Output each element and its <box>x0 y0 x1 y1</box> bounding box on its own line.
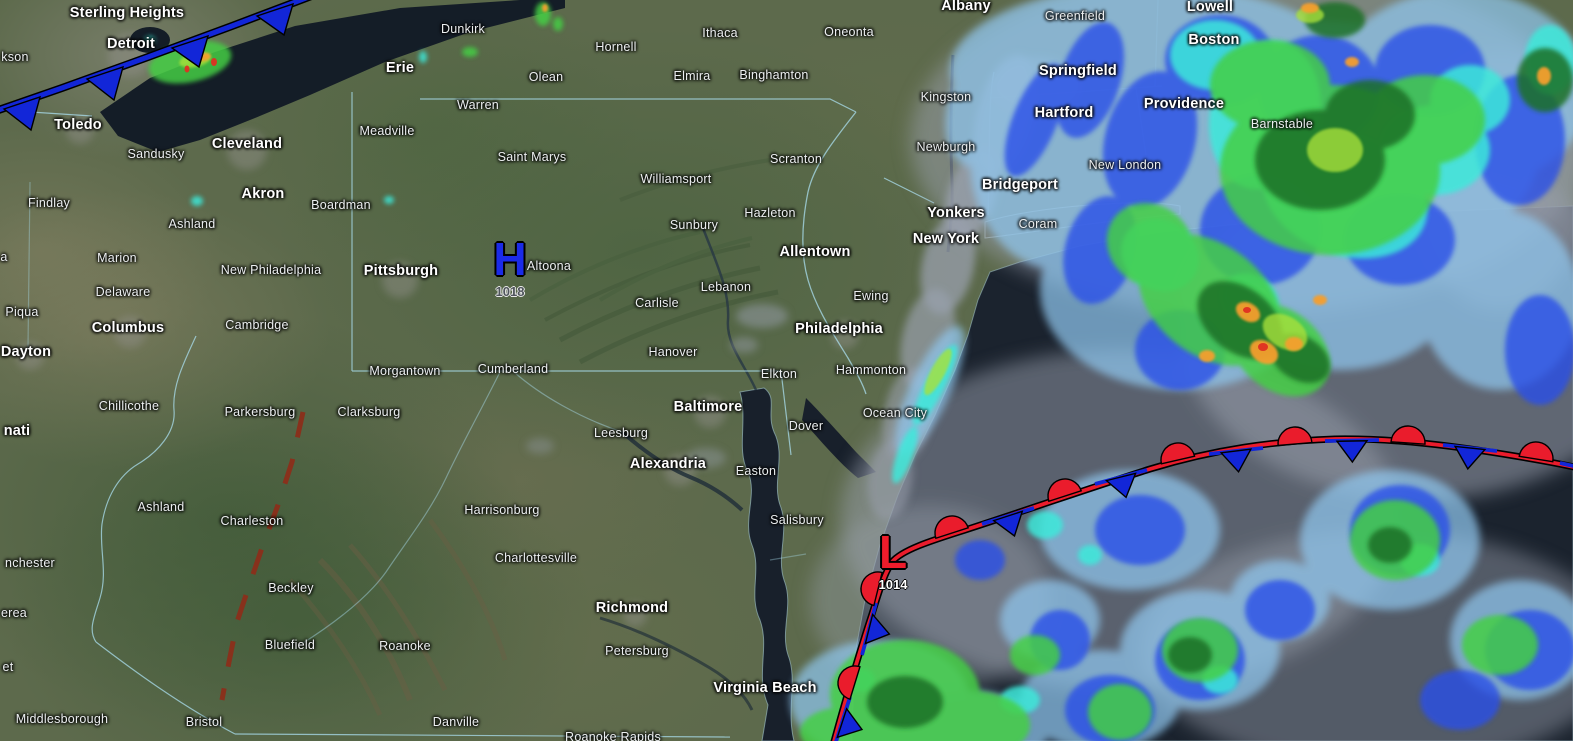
delaware-bay <box>802 398 876 478</box>
james-river <box>599 616 754 711</box>
trough-line <box>219 411 306 701</box>
terrain-ridges <box>288 158 779 717</box>
chesapeake-bay <box>739 387 795 741</box>
lake-erie <box>100 0 565 152</box>
cold-front <box>0 0 313 132</box>
ohio-river <box>91 335 197 643</box>
delaware-river-border <box>802 111 867 395</box>
urban-areas <box>16 33 859 627</box>
radar-overlay <box>145 0 1573 741</box>
potomac-river <box>620 430 744 512</box>
stationary-front <box>830 425 1573 741</box>
susquehanna-river <box>701 227 758 391</box>
